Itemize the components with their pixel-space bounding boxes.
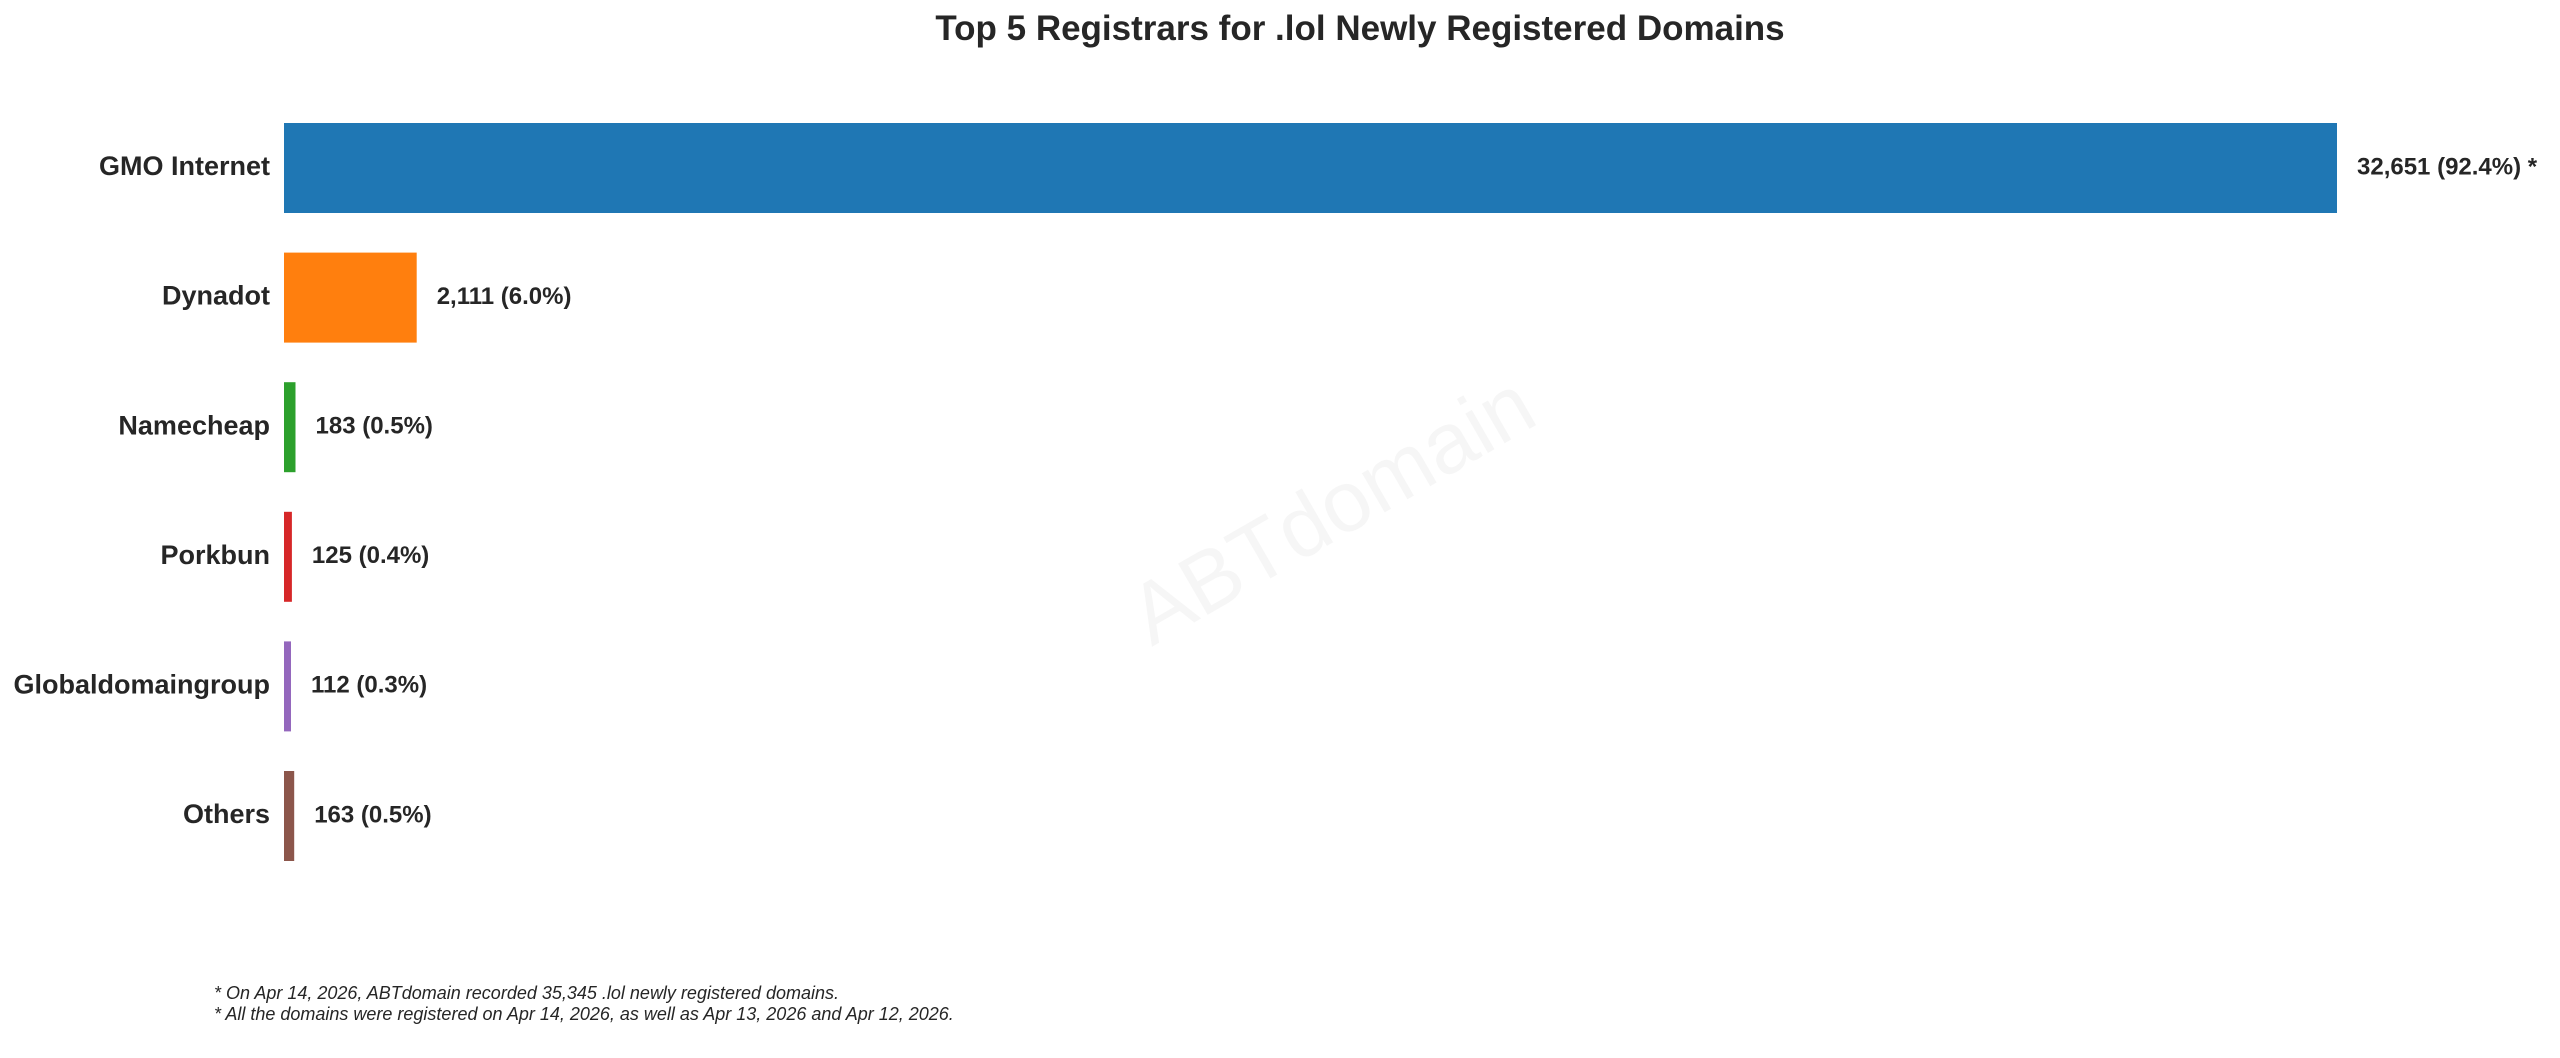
value-label-globaldomaingroup: 112 (0.3%) [311, 672, 427, 699]
bar-others [284, 771, 295, 861]
bar-porkbun [284, 511, 292, 602]
bar-globaldomaingroup [284, 641, 291, 732]
value-label-dynadot: 2,111 (6.0%) [437, 283, 572, 310]
bar-namecheap [284, 382, 296, 473]
bar-gmo-internet [284, 123, 2337, 213]
bar-dynadot [284, 252, 417, 343]
bars-group: GMO Internet 32,651 (92.4%) * Dynadot 2,111… [14, 123, 2538, 861]
value-label-namecheap: 183 (0.5%) [316, 413, 433, 440]
category-label-namecheap: Namecheap [118, 410, 270, 440]
footnote-1: * On Apr 14, 2026, ABTdomain recorded 35… [214, 983, 839, 1003]
category-label-dynadot: Dynadot [162, 281, 270, 311]
category-label-globaldomaingroup: Globaldomaingroup [14, 670, 271, 700]
value-label-porkbun: 125 (0.4%) [312, 542, 429, 569]
chart-title: Top 5 Registrars for .lol Newly Register… [935, 9, 1784, 48]
category-label-others: Others [183, 799, 270, 829]
category-label-gmo-internet: GMO Internet [99, 151, 270, 181]
value-label-others: 163 (0.5%) [314, 801, 431, 828]
watermark: ABTdomain [1113, 356, 1550, 664]
value-label-gmo-internet: 32,651 (92.4%) * [2357, 153, 2538, 180]
category-label-porkbun: Porkbun [160, 540, 270, 570]
footnote-2: * All the domains were registered on Apr… [214, 1004, 954, 1024]
